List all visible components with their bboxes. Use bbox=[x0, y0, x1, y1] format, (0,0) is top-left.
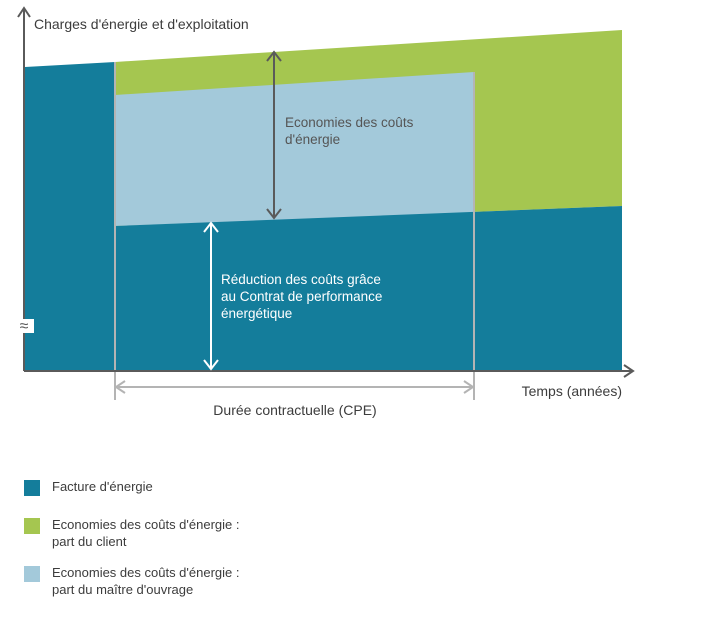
reduction-arrow-head-top bbox=[203, 221, 219, 233]
legend-label-client-savings-line2: part du client bbox=[52, 534, 127, 549]
savings-label-line1: Economies des coûts bbox=[285, 115, 414, 130]
legend-swatch-client-savings bbox=[24, 518, 40, 534]
axis-break-mask bbox=[14, 319, 34, 333]
legend-label-client-savings-line1: Economies des coûts d'énergie : bbox=[52, 517, 240, 532]
duration-arrow-head-left bbox=[114, 380, 126, 394]
legend-label-owner-savings-line2: part du maître d'ouvrage bbox=[52, 582, 194, 597]
owner-savings-area bbox=[115, 72, 474, 226]
reduction-arrow-head-bottom bbox=[203, 359, 219, 371]
legend-swatch-owner-savings bbox=[24, 566, 40, 582]
savings-arrow-head-bottom bbox=[266, 208, 282, 220]
cpe-diagram: ≈ Charges d'énergie et d'exploitation Te… bbox=[14, 6, 635, 418]
y-axis-arrow bbox=[17, 6, 31, 18]
x-axis-arrow bbox=[623, 364, 635, 378]
reduction-label-line1: Réduction des coûts grâce bbox=[221, 272, 381, 287]
savings-arrow-head-top bbox=[266, 50, 282, 62]
reduction-label-line2: au Contrat de performance bbox=[221, 289, 382, 304]
legend-swatch-energy-bill bbox=[24, 480, 40, 496]
energy-bill-after-area bbox=[115, 206, 622, 370]
legend-label-energy-bill: Facture d'énergie bbox=[52, 479, 153, 494]
legend-label-owner-savings: Economies des coûts d'énergie : part du … bbox=[52, 564, 239, 598]
x-axis-label: Temps (années) bbox=[522, 383, 622, 399]
legend-label-owner-savings-line1: Economies des coûts d'énergie : bbox=[52, 565, 240, 580]
legend-label-client-savings: Economies des coûts d'énergie : part du … bbox=[52, 516, 239, 550]
axis-break-mark: ≈ bbox=[20, 318, 29, 335]
savings-label-line2: d'énergie bbox=[285, 132, 340, 147]
duration-arrow-head-right bbox=[463, 380, 475, 394]
duration-label: Durée contractuelle (CPE) bbox=[213, 402, 376, 418]
energy-bill-before-area bbox=[25, 62, 115, 370]
y-axis-label: Charges d'énergie et d'exploitation bbox=[34, 16, 249, 32]
reduction-label-line3: énergétique bbox=[221, 306, 292, 321]
